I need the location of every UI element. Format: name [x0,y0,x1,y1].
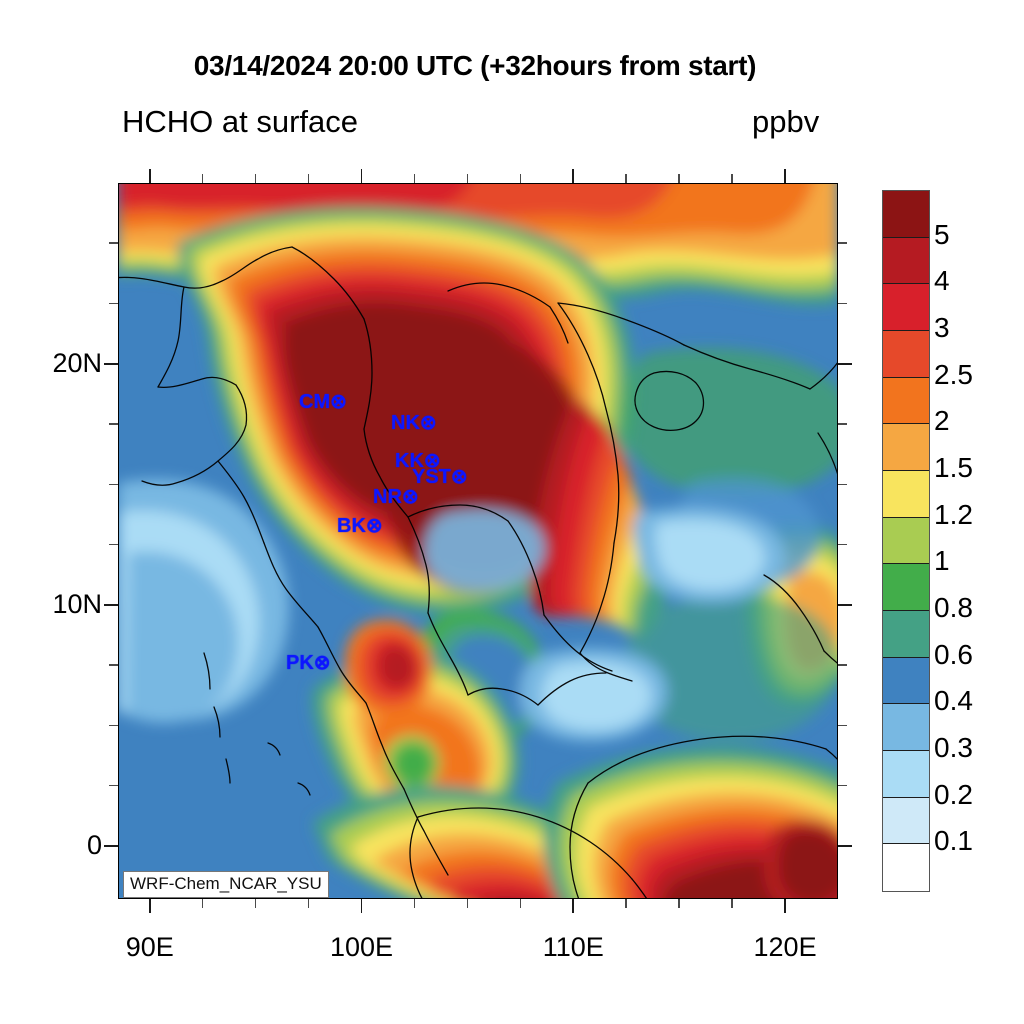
colorbar-band-8 [883,564,929,611]
colorbar-band-10 [883,657,929,705]
x-tick-102.5 [413,174,416,183]
station-label-nr[interactable]: NR⊗ [373,486,419,508]
x-axis-label-1: 100E [329,932,394,962]
y-tick-0 [104,845,118,847]
y-axis-label-2: 0 [86,829,102,860]
x-tick-90 [148,899,151,913]
x-tick-115 [678,174,680,183]
x-tick-117.5 [731,174,733,183]
x-tick-107.5 [519,899,522,908]
y-tick-12.5 [109,543,118,546]
colorbar-label-4: 2 [934,405,950,437]
y-tick-17.5 [838,423,847,425]
x-tick-95 [254,899,257,908]
colorbar-band-1 [883,237,929,285]
colorbar-label-5: 1.5 [934,452,973,483]
colorbar-band-5 [883,424,929,471]
colorbar-band-9 [883,610,929,658]
station-label-bk[interactable]: BK⊗ [337,515,383,537]
colorbar-label-2: 3 [934,312,950,343]
hcho-concentration-field [118,183,838,899]
y-tick-20 [838,363,852,365]
x-tick-107.5 [519,174,522,183]
y-tick-2.5 [838,784,847,787]
x-tick-112.5 [625,899,628,908]
x-tick-115 [678,899,680,908]
station-label-pk[interactable]: PK⊗ [286,652,331,674]
x-tick-110 [572,899,575,913]
y-tick-2.5 [109,784,118,787]
y-tick-7.5 [109,664,118,666]
x-tick-120 [784,899,786,913]
x-tick-95 [254,174,257,183]
y-axis-label-0: 20N [52,347,102,378]
colorbar-label-9: 0.6 [934,638,973,670]
colorbar-band-11 [883,704,929,751]
station-label-kk[interactable]: KK⊗ [395,450,441,472]
colorbar-band-14 [883,844,929,891]
y-tick-5 [838,724,847,727]
colorbar-label-0: 5 [934,218,950,250]
colorbar-label-13: 0.1 [934,825,973,857]
map-plot-area[interactable]: CM⊗ NK⊗ KK⊗ YST⊗ NR⊗ BK⊗ PK⊗ WRF-Chem_NC… [118,183,838,899]
y-tick-12.5 [838,543,847,546]
page-title: 03/14/2024 20:00 UTC (+32hours from star… [193,50,757,81]
colorbar-band-3 [883,330,929,378]
x-tick-105 [466,174,469,183]
colorbar[interactable] [882,190,930,892]
x-tick-110 [572,169,575,183]
colorbar-label-1: 4 [934,265,950,297]
y-tick-7.5 [838,664,847,666]
station-label-cm[interactable]: CM⊗ [299,391,347,413]
y-tick-15 [109,483,118,486]
x-tick-105 [466,899,469,908]
y-tick-17.5 [109,423,118,425]
y-tick-0 [838,845,852,847]
y-tick-5 [109,724,118,727]
x-tick-102.5 [413,899,416,908]
station-label-nk[interactable]: NK⊗ [391,412,437,434]
field-title: HCHO at surface [122,104,359,139]
x-tick-100 [360,169,363,183]
station-label-yst[interactable]: YST⊗ [412,466,468,488]
x-tick-90 [148,169,151,183]
y-axis-label-1: 10N [52,588,102,619]
colorbar-band-6 [883,470,929,518]
x-tick-97.5 [307,174,310,183]
y-tick-20 [104,363,118,365]
x-tick-120 [784,169,786,183]
colorbar-label-12: 0.2 [934,778,973,810]
colorbar-label-8: 0.8 [934,592,973,623]
x-tick-92.5 [201,174,204,183]
colorbar-label-11: 0.3 [934,732,973,763]
y-tick-25 [109,242,118,245]
x-axis-label-3: 120E [753,932,817,962]
x-tick-97.5 [307,899,310,908]
y-tick-10 [104,604,118,606]
colorbar-band-0 [883,191,929,238]
units-label: ppbv [752,104,820,139]
colorbar-band-13 [883,797,929,845]
model-watermark: WRF-Chem_NCAR_YSU [123,871,329,898]
x-tick-100 [360,899,363,913]
x-tick-112.5 [625,174,628,183]
colorbar-band-7 [883,517,929,565]
x-tick-117.5 [731,899,733,908]
x-tick-92.5 [201,899,204,908]
colorbar-band-2 [883,284,929,331]
colorbar-label-3: 2.5 [934,358,973,390]
colorbar-label-6: 1.2 [934,498,973,530]
y-tick-22.5 [838,302,847,305]
x-axis-label-2: 110E [542,932,604,962]
y-tick-25 [838,242,847,245]
y-tick-10 [838,604,852,606]
colorbar-band-4 [883,377,929,425]
x-axis-label-0: 90E [125,932,174,962]
colorbar-label-10: 0.4 [934,685,973,717]
colorbar-band-12 [883,750,929,798]
y-tick-15 [838,483,847,486]
colorbar-label-7: 1 [934,545,950,577]
y-tick-22.5 [109,302,118,305]
